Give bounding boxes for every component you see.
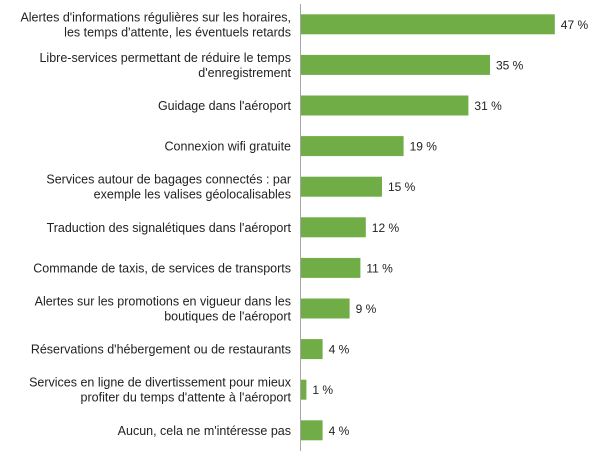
category-label-line: boutiques de l'aéroport — [164, 310, 291, 324]
value-label: 15 % — [388, 180, 416, 194]
category-label: Services en ligne de divertissement pour… — [29, 376, 292, 405]
category-label: Services autour de bagages connectés : p… — [46, 173, 291, 202]
bar — [301, 14, 555, 35]
category-label-line: Libre-services permettant de réduire le … — [39, 51, 291, 65]
category-label-line: Services autour de bagages connectés : p… — [46, 173, 291, 187]
category-label-line: Services en ligne de divertissement pour… — [29, 376, 292, 390]
category-label-line: les temps d'attente, les éventuels retar… — [64, 25, 291, 39]
category-label-line: Réservations d'hébergement ou de restaur… — [31, 343, 291, 357]
value-label: 35 % — [496, 58, 524, 72]
category-label-line: Aucun, cela ne m'intéresse pas — [118, 424, 291, 438]
category-label-line: exemple les valises géolocalisables — [94, 188, 291, 202]
bar — [301, 176, 382, 197]
category-label: Traduction des signalétiques dans l'aéro… — [47, 221, 292, 235]
category-label-line: Commande de taxis, de services de transp… — [33, 261, 291, 275]
bar — [301, 379, 307, 400]
value-label: 9 % — [356, 302, 377, 316]
bar — [301, 298, 350, 319]
value-label: 4 % — [329, 343, 350, 357]
category-label: Alertes sur les promotions en vigueur da… — [35, 295, 292, 324]
bar — [301, 339, 323, 360]
value-label: 47 % — [561, 18, 589, 32]
value-label: 11 % — [366, 261, 393, 275]
category-label-line: Guidage dans l'aéroport — [158, 99, 292, 113]
value-label: 19 % — [410, 140, 438, 154]
category-label: Commande de taxis, de services de transp… — [33, 261, 291, 275]
category-label-line: profiter du temps d'attente à l'aéroport — [81, 391, 292, 405]
category-label: Guidage dans l'aéroport — [158, 99, 292, 113]
bar — [301, 217, 366, 238]
bar — [301, 136, 404, 157]
category-label-line: Alertes d'informations régulières sur le… — [20, 10, 291, 24]
category-label: Libre-services permettant de réduire le … — [39, 51, 291, 80]
value-label: 4 % — [329, 424, 350, 438]
bar — [301, 420, 323, 441]
value-label: 12 % — [372, 221, 400, 235]
category-label: Réservations d'hébergement ou de restaur… — [31, 343, 291, 357]
bar — [301, 54, 490, 75]
category-label-line: Alertes sur les promotions en vigueur da… — [35, 295, 291, 309]
category-label: Aucun, cela ne m'intéresse pas — [118, 424, 291, 438]
value-label: 31 % — [474, 99, 502, 113]
category-label-line: Connexion wifi gratuite — [165, 140, 292, 154]
bar — [301, 95, 469, 116]
bar — [301, 257, 361, 278]
category-label-line: Traduction des signalétiques dans l'aéro… — [47, 221, 292, 235]
category-label: Connexion wifi gratuite — [165, 140, 292, 154]
category-label-line: d'enregistrement — [198, 66, 291, 80]
category-label: Alertes d'informations régulières sur le… — [20, 10, 291, 39]
value-label: 1 % — [312, 383, 333, 397]
